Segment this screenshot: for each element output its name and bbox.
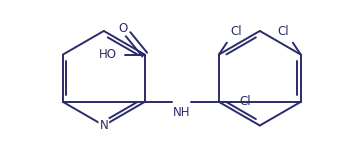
Text: HO: HO	[98, 48, 116, 61]
Text: Cl: Cl	[230, 25, 242, 38]
Text: O: O	[119, 22, 128, 35]
Text: N: N	[99, 119, 108, 132]
Text: Cl: Cl	[278, 25, 289, 38]
Text: Cl: Cl	[240, 95, 251, 108]
Text: NH: NH	[173, 106, 190, 119]
